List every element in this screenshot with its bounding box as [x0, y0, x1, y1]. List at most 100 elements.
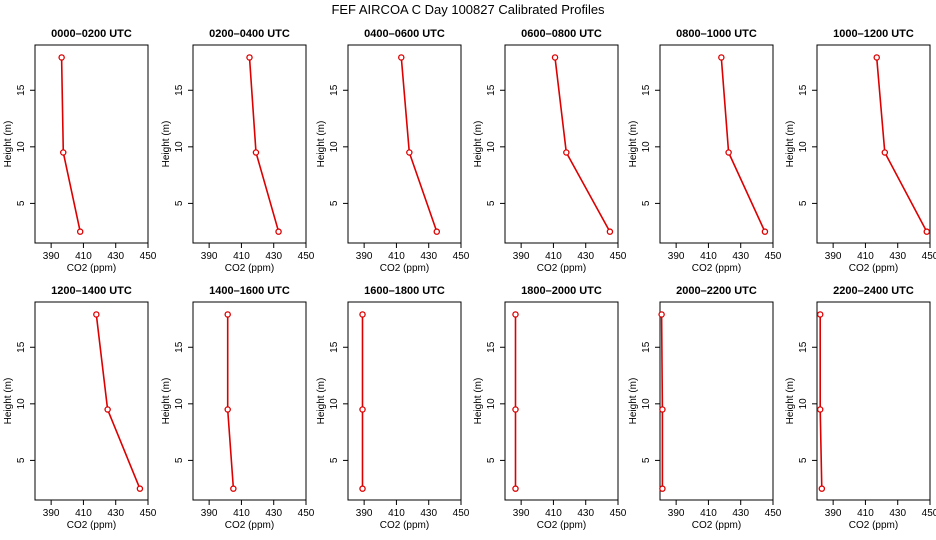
- y-tick-label: 10: [798, 141, 809, 153]
- y-tick-label: 15: [641, 84, 652, 96]
- plot-frame: [34, 44, 149, 244]
- data-point: [224, 406, 231, 413]
- y-tick-label: 5: [16, 457, 27, 463]
- data-point: [606, 228, 614, 235]
- x-axis-label: CO2 (ppm): [380, 263, 429, 274]
- x-tick-label: 390: [513, 251, 530, 262]
- panel-title: 2200–2400 UTC: [833, 285, 914, 297]
- data-point: [816, 406, 824, 413]
- y-axis-label: Height (m): [316, 378, 327, 425]
- plot-frame: [504, 44, 619, 244]
- x-axis-label: CO2 (ppm): [537, 520, 586, 531]
- data-point: [718, 54, 725, 61]
- x-tick-label: 430: [107, 508, 124, 519]
- x-axis-label: CO2 (ppm): [225, 263, 274, 274]
- panel-title: 1200–1400 UTC: [51, 285, 132, 297]
- data-point: [230, 485, 237, 492]
- x-tick-label: 390: [201, 251, 218, 262]
- plot-frame: [659, 301, 774, 501]
- y-axis-label: Height (m): [3, 378, 14, 425]
- y-tick-label: 10: [174, 398, 185, 410]
- x-tick-label: 450: [453, 251, 470, 262]
- profile-line: [875, 57, 928, 233]
- y-tick-label: 5: [329, 457, 340, 463]
- y-axis-label: Height (m): [785, 378, 796, 425]
- panel-12: 2200–2400 UTC 390 410 430 450 5 10 15 CO2 (ppm) H…: [785, 285, 936, 531]
- plot-frame: [192, 44, 307, 244]
- panel-title: 1000–1200 UTC: [833, 28, 914, 40]
- data-point: [881, 149, 889, 156]
- y-tick-label: 5: [798, 200, 809, 206]
- data-point: [359, 406, 366, 413]
- profile-line: [554, 57, 611, 233]
- data-point: [512, 485, 519, 492]
- x-tick-label: 430: [420, 251, 437, 262]
- data-point: [658, 311, 665, 318]
- y-axis-label: Height (m): [628, 121, 639, 168]
- x-tick-label: 410: [388, 251, 405, 262]
- panel-title: 2000–2200 UTC: [676, 285, 757, 297]
- data-point: [398, 54, 405, 61]
- data-point: [359, 311, 366, 318]
- y-tick-label: 5: [641, 200, 652, 206]
- data-point: [224, 311, 231, 318]
- x-tick-label: 410: [233, 508, 250, 519]
- data-point: [136, 485, 144, 492]
- x-tick-label: 450: [765, 251, 782, 262]
- panel-title: 0600–0800 UTC: [521, 28, 602, 40]
- data-point: [873, 54, 880, 61]
- x-tick-label: 410: [700, 251, 717, 262]
- y-tick-label: 10: [329, 398, 340, 410]
- data-point: [104, 406, 111, 413]
- plot-frame: [816, 44, 931, 244]
- data-point: [818, 485, 826, 492]
- y-axis-label: Height (m): [161, 378, 172, 425]
- panel-9: 1600–1800 UTC 390 410 430 450 5 10 15 CO2 (ppm) H…: [316, 285, 470, 531]
- panels-grid: 0000–0200 UTC 390 410 430 450 5 10 15 CO2 (ppm) H…: [3, 28, 936, 531]
- profile-line: [720, 57, 766, 233]
- panel-2: 0200–0400 UTC 390 410 430 450 5 10 15 CO2 (ppm) H…: [161, 28, 315, 274]
- data-point: [252, 149, 260, 156]
- data-point: [761, 228, 769, 235]
- x-tick-label: 450: [610, 251, 627, 262]
- y-tick-label: 15: [486, 341, 497, 353]
- plot-frame: [504, 301, 619, 501]
- x-axis-label: CO2 (ppm): [849, 520, 898, 531]
- data-point: [551, 54, 559, 61]
- y-tick-label: 10: [486, 398, 497, 410]
- y-tick-label: 15: [329, 341, 340, 353]
- y-tick-label: 5: [641, 457, 652, 463]
- y-tick-label: 15: [16, 84, 27, 96]
- y-tick-label: 10: [641, 398, 652, 410]
- data-point: [725, 149, 732, 156]
- x-tick-label: 390: [668, 508, 685, 519]
- data-point: [659, 485, 666, 492]
- x-tick-label: 390: [825, 508, 842, 519]
- x-axis-label: CO2 (ppm): [67, 263, 116, 274]
- data-point: [275, 228, 282, 235]
- y-axis-label: Height (m): [785, 121, 796, 168]
- y-tick-label: 10: [798, 398, 809, 410]
- x-tick-label: 450: [610, 508, 627, 519]
- y-tick-label: 5: [486, 200, 497, 206]
- y-tick-label: 15: [798, 84, 809, 96]
- panel-8: 1400–1600 UTC 390 410 430 450 5 10 15 CO2 (ppm) H…: [161, 285, 315, 531]
- x-tick-label: 450: [140, 251, 157, 262]
- x-tick-label: 430: [420, 508, 437, 519]
- y-tick-label: 15: [174, 84, 185, 96]
- panel-5: 0800–1000 UTC 390 410 430 450 5 10 15 CO2 (ppm) H…: [628, 28, 782, 274]
- x-tick-label: 390: [201, 508, 218, 519]
- panel-1: 0000–0200 UTC 390 410 430 450 5 10 15 CO2 (ppm) H…: [3, 28, 157, 274]
- data-point: [512, 311, 519, 318]
- y-axis-label: Height (m): [628, 378, 639, 425]
- data-point: [659, 406, 666, 413]
- x-tick-label: 430: [889, 251, 906, 262]
- x-tick-label: 450: [453, 508, 470, 519]
- data-point: [563, 149, 570, 156]
- y-tick-label: 5: [798, 457, 809, 463]
- profile-line: [660, 314, 664, 489]
- x-tick-label: 410: [545, 508, 562, 519]
- x-tick-label: 410: [388, 508, 405, 519]
- x-tick-label: 450: [298, 251, 315, 262]
- panel-10: 1800–2000 UTC 390 410 430 450 5 10 15 CO2 (ppm) H…: [473, 285, 627, 531]
